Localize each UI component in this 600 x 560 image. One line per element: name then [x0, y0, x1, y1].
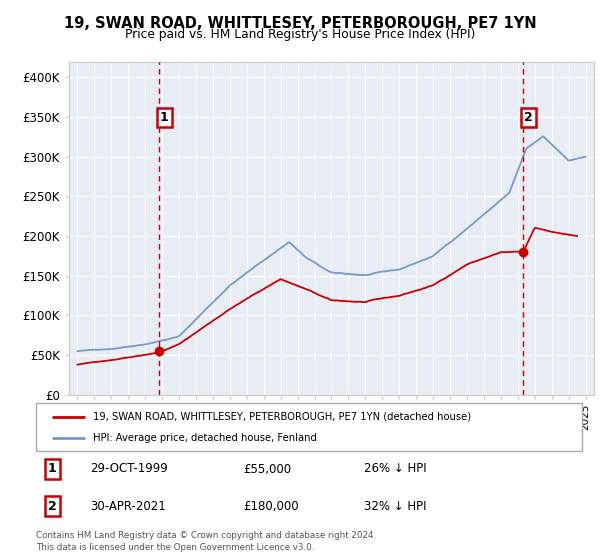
Text: £180,000: £180,000	[244, 500, 299, 512]
Text: £55,000: £55,000	[244, 463, 292, 475]
Text: 29-OCT-1999: 29-OCT-1999	[91, 463, 169, 475]
Text: 32% ↓ HPI: 32% ↓ HPI	[364, 500, 426, 512]
FancyBboxPatch shape	[36, 403, 582, 451]
Text: 1: 1	[48, 463, 57, 475]
Text: 19, SWAN ROAD, WHITTLESEY, PETERBOROUGH, PE7 1YN: 19, SWAN ROAD, WHITTLESEY, PETERBOROUGH,…	[64, 16, 536, 31]
Text: 2: 2	[524, 111, 533, 124]
Text: Price paid vs. HM Land Registry's House Price Index (HPI): Price paid vs. HM Land Registry's House …	[125, 28, 475, 41]
Text: 26% ↓ HPI: 26% ↓ HPI	[364, 463, 426, 475]
Text: 2: 2	[48, 500, 57, 512]
Text: 30-APR-2021: 30-APR-2021	[91, 500, 166, 512]
Text: HPI: Average price, detached house, Fenland: HPI: Average price, detached house, Fenl…	[94, 433, 317, 443]
Text: 19, SWAN ROAD, WHITTLESEY, PETERBOROUGH, PE7 1YN (detached house): 19, SWAN ROAD, WHITTLESEY, PETERBOROUGH,…	[94, 412, 472, 422]
Text: 1: 1	[160, 111, 169, 124]
Text: Contains HM Land Registry data © Crown copyright and database right 2024.
This d: Contains HM Land Registry data © Crown c…	[36, 531, 376, 552]
